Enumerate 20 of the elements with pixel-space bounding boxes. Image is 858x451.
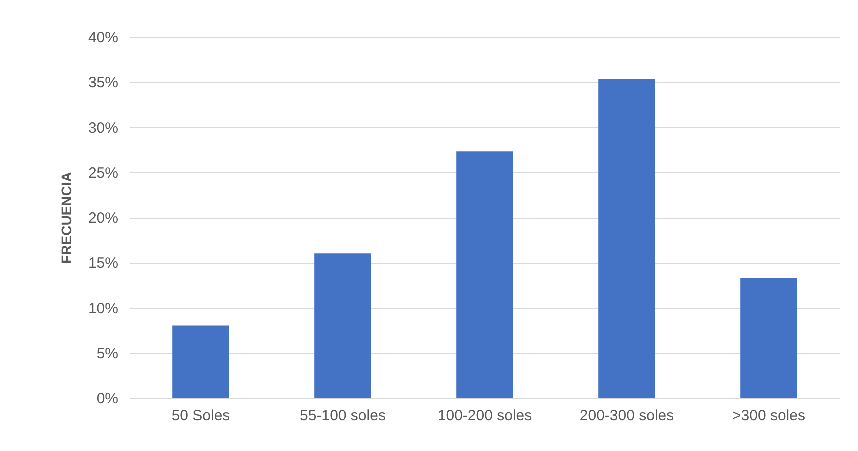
x-tick-label: 55-100 soles — [300, 408, 386, 424]
y-axis-title: FRECUENCIA — [58, 172, 74, 264]
bar — [740, 278, 798, 398]
y-tick-label: 25% — [88, 164, 118, 182]
y-tick-label: 15% — [88, 255, 118, 272]
bar — [314, 254, 372, 398]
y-tick-label: 5% — [96, 345, 118, 362]
x-tick-label: 50 Soles — [172, 408, 230, 424]
bar — [598, 79, 656, 398]
bar — [456, 152, 514, 398]
x-tick-label: >300 soles — [732, 408, 806, 424]
y-tick-label: 0% — [96, 390, 118, 408]
y-tick-label: 35% — [88, 74, 118, 92]
y-tick-label: 20% — [88, 210, 118, 227]
y-tick-label: 10% — [88, 300, 118, 318]
y-tick-label: 40% — [88, 30, 118, 46]
bar — [172, 326, 230, 398]
x-tick-label: 100-200 soles — [438, 408, 532, 424]
y-tick-label: 30% — [88, 120, 118, 137]
x-tick-label: 200-300 soles — [580, 408, 674, 424]
